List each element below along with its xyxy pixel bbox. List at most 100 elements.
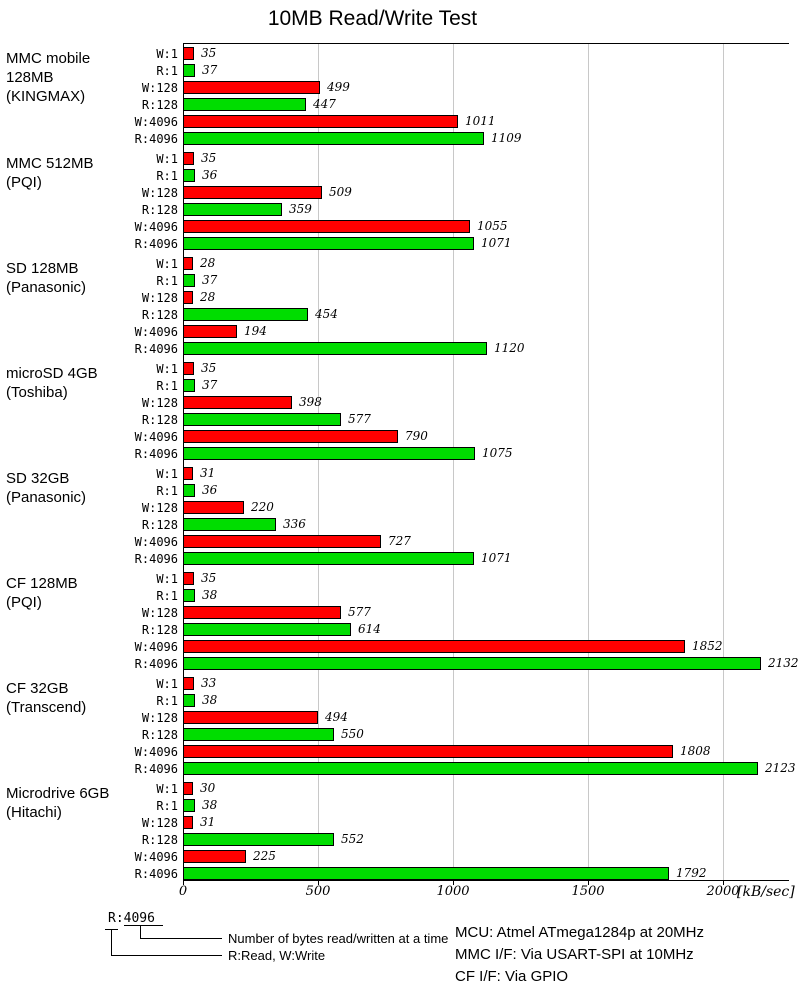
bar-row: W:1 31 [0, 466, 800, 483]
write-bar [183, 257, 193, 270]
chart-title: 10MB Read/Write Test [267, 7, 478, 30]
bar-row-label: R:128 [141, 308, 178, 322]
write-bar [183, 535, 381, 548]
bar-row: R:4096 2132 [0, 656, 800, 673]
read-bar [183, 867, 669, 880]
write-bar [183, 115, 458, 128]
bar-row: R:4096 1071 [0, 236, 800, 253]
read-bar [183, 589, 195, 602]
bar-row-label: W:4096 [134, 850, 178, 864]
read-bar [183, 623, 351, 636]
legend-underline [124, 925, 163, 926]
bar-row-label: W:4096 [134, 745, 178, 759]
bar-row: W:128 509 [0, 185, 800, 202]
legend-connector-horizontal-2 [111, 955, 222, 956]
read-bar [183, 833, 334, 846]
write-bar [183, 572, 194, 585]
write-bar [183, 606, 341, 619]
bar-value-label: 727 [388, 534, 411, 548]
device-group: microSD 4GB (Toshiba) W:1 35 R:1 37 W:128 398 R… [0, 358, 800, 463]
read-bar [183, 132, 484, 145]
bar-value-label: 37 [202, 273, 218, 287]
axis-tick [588, 881, 589, 885]
legend-connector-vertical-1 [140, 925, 141, 939]
bar-value-label: 37 [202, 378, 218, 392]
read-bar [183, 98, 306, 111]
device-label: CF 128MB (PQI) [6, 575, 78, 611]
bar-row-label: R:1 [156, 274, 178, 288]
bar-row: R:1 37 [0, 63, 800, 80]
bar-row-label: R:4096 [134, 657, 178, 671]
bar-row: R:4096 1120 [0, 341, 800, 358]
bar-row-label: R:128 [141, 623, 178, 637]
bar-row-label: W:1 [156, 257, 178, 271]
bar-value-label: 35 [201, 571, 217, 585]
legend-caption-bytes: Number of bytes read/written at a time [228, 931, 449, 946]
bar-row-label: R:128 [141, 518, 178, 532]
bar-row: W:128 494 [0, 710, 800, 727]
bar-row: W:4096 727 [0, 534, 800, 551]
bar-row-label: W:4096 [134, 430, 178, 444]
bar-row-label: W:128 [141, 711, 178, 725]
bar-value-label: 28 [200, 256, 216, 270]
bar-row-label: R:128 [141, 833, 178, 847]
write-bar [183, 467, 193, 480]
bar-value-label: 36 [202, 483, 218, 497]
bar-value-label: 38 [202, 693, 218, 707]
bar-row: W:128 499 [0, 80, 800, 97]
device-label: SD 128MB (Panasonic) [6, 260, 87, 296]
bar-row-label: W:128 [141, 396, 178, 410]
bar-row-label: R:4096 [134, 237, 178, 251]
bar-value-label: 552 [341, 832, 364, 846]
read-bar [183, 64, 195, 77]
bar-row: R:128 552 [0, 832, 800, 849]
bar-row-label: W:1 [156, 467, 178, 481]
bar-value-label: 2123 [765, 761, 796, 775]
legend-connector-vertical-2 [111, 929, 112, 956]
bar-row: R:1 38 [0, 798, 800, 815]
device-label: CF 32GB (Transcend) [6, 680, 87, 716]
bar-value-label: 194 [244, 324, 267, 338]
bar-row-label: R:4096 [134, 552, 178, 566]
bar-row: W:1 35 [0, 361, 800, 378]
read-bar [183, 799, 195, 812]
x-tick-label: 1500 [571, 884, 605, 899]
device-label: SD 32GB (Panasonic) [6, 470, 87, 506]
plot-area [183, 43, 789, 885]
axis-tick [723, 881, 724, 885]
read-bar [183, 237, 474, 250]
bar-row: R:1 36 [0, 168, 800, 185]
bar-row: W:128 398 [0, 395, 800, 412]
bar-row-label: W:4096 [134, 640, 178, 654]
bar-value-label: 31 [200, 815, 216, 829]
bar-row-label: W:1 [156, 47, 178, 61]
bar-value-label: 38 [202, 798, 218, 812]
read-bar [183, 484, 195, 497]
read-bar [183, 518, 276, 531]
bar-groups: MMC mobile 128MB (KINGMAX) W:1 35 R:1 37 W:12… [0, 43, 800, 883]
write-bar [183, 81, 320, 94]
device-label: MMC 512MB (PQI) [6, 155, 94, 191]
bar-value-label: 2132 [768, 656, 799, 670]
read-bar [183, 169, 195, 182]
bar-value-label: 359 [289, 202, 312, 216]
bar-row: R:128 614 [0, 622, 800, 639]
bar-row-label: R:4096 [134, 762, 178, 776]
bar-row: R:128 550 [0, 727, 800, 744]
bar-value-label: 225 [253, 849, 276, 863]
device-group: CF 128MB (PQI) W:1 35 R:1 38 W:128 577 R:128 614… [0, 568, 800, 673]
write-bar [183, 782, 193, 795]
bar-value-label: 33 [201, 676, 217, 690]
write-bar [183, 711, 318, 724]
bar-row: R:1 36 [0, 483, 800, 500]
bar-value-label: 398 [299, 395, 322, 409]
gridline [723, 44, 724, 880]
bar-value-label: 494 [325, 710, 348, 724]
hardware-info-mmc-if: MMC I/F: Via USART-SPI at 10MHz [455, 946, 694, 963]
bar-value-label: 1852 [692, 639, 723, 653]
write-bar [183, 396, 292, 409]
bar-row: W:4096 1011 [0, 114, 800, 131]
bar-row-label: R:4096 [134, 132, 178, 146]
bar-row-label: W:128 [141, 186, 178, 200]
